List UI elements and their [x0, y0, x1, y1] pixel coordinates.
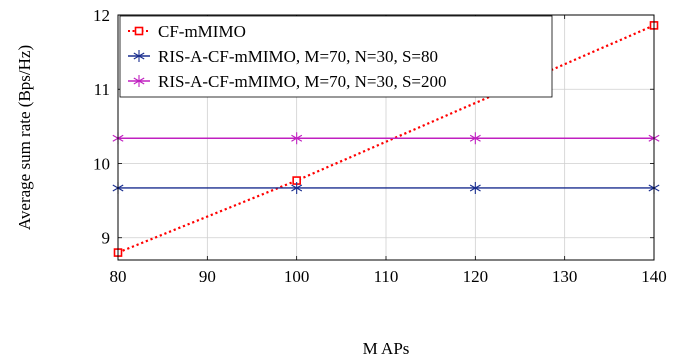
- x-tick-label-140: 140: [641, 267, 667, 286]
- x-tick-label-110: 110: [374, 267, 399, 286]
- legend: CF-mMIMO RIS-A-CF-mMIMO, M=70, N=30, S=80…: [119, 15, 553, 98]
- legend-item-2: RIS-A-CF-mMIMO, M=70, N=30, S=200: [128, 72, 447, 91]
- x-axis-label: M APs: [363, 339, 410, 358]
- series-1-point-1: [291, 181, 303, 194]
- tick-labels: 80 90 100 110 120 130 140 9 10 11 12: [93, 6, 667, 286]
- series-2-point-2: [469, 132, 481, 145]
- series-1-point-2: [469, 181, 481, 194]
- legend-label-2: RIS-A-CF-mMIMO, M=70, N=30, S=200: [158, 72, 447, 91]
- legend-item-0: CF-mMIMO: [128, 22, 246, 41]
- series-2-point-1: [291, 132, 303, 145]
- legend-marker-0: [134, 26, 144, 36]
- legend-box: [119, 15, 553, 98]
- y-tick-label-9: 9: [102, 229, 111, 248]
- x-tick-label-120: 120: [463, 267, 489, 286]
- x-tick-label-130: 130: [552, 267, 578, 286]
- y-axis-label: Average sum rate (Bps/Hz): [15, 45, 34, 230]
- legend-label-1: RIS-A-CF-mMIMO, M=70, N=30, S=80: [158, 47, 438, 66]
- legend-marker-1: [133, 50, 145, 62]
- legend-label-0: CF-mMIMO: [158, 22, 246, 41]
- x-tick-label-90: 90: [199, 267, 216, 286]
- y-tick-label-12: 12: [93, 6, 110, 25]
- x-tick-label-80: 80: [110, 267, 127, 286]
- y-tick-label-10: 10: [93, 154, 110, 173]
- x-tick-label-100: 100: [284, 267, 310, 286]
- legend-item-1: RIS-A-CF-mMIMO, M=70, N=30, S=80: [128, 47, 438, 66]
- legend-marker-2: [133, 75, 145, 87]
- y-tick-label-11: 11: [94, 80, 110, 99]
